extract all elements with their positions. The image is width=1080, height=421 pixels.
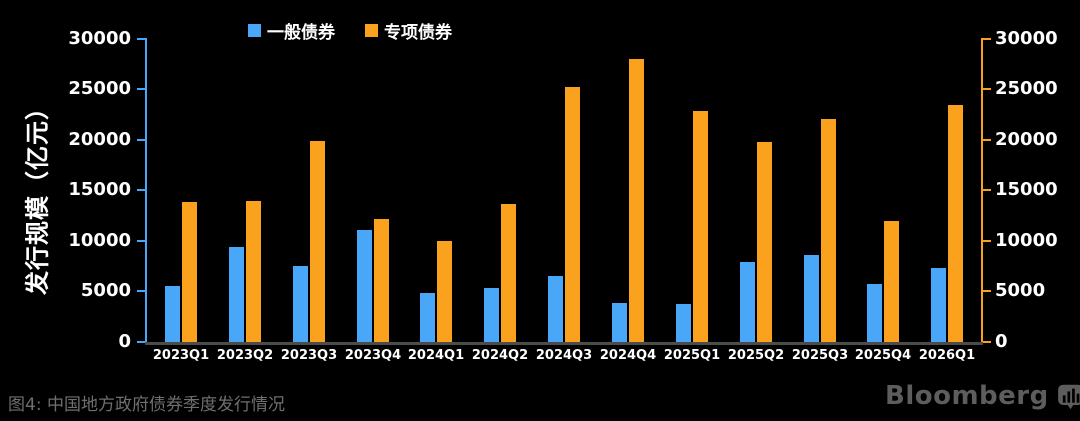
x-axis-line	[145, 342, 983, 345]
bar-一般债券-2025Q4	[867, 284, 882, 342]
left-axis-tick	[137, 240, 145, 242]
x-axis-tick-label: 2023Q4	[344, 348, 402, 363]
right-axis-tick-label: 20000	[995, 129, 1058, 150]
bar-专项债券-2024Q1	[437, 241, 452, 342]
left-axis-tick	[137, 38, 145, 40]
right-axis-tick	[983, 139, 991, 141]
x-axis-tick-label: 2023Q2	[216, 348, 274, 363]
x-axis-tick-label: 2025Q3	[791, 348, 849, 363]
x-axis-tick-label: 2025Q4	[854, 348, 912, 363]
bar-专项债券-2024Q3	[565, 87, 580, 342]
bar-一般债券-2023Q4	[357, 230, 372, 342]
bar-一般债券-2026Q1	[931, 268, 946, 342]
legend-item-general-bond: 一般债券	[248, 18, 335, 43]
x-axis-tick-label: 2024Q2	[471, 348, 529, 363]
right-axis-tick-label: 30000	[995, 28, 1058, 49]
bar-专项债券-2025Q2	[757, 142, 772, 342]
right-axis-tick	[983, 189, 991, 191]
bar-专项债券-2023Q2	[246, 201, 261, 342]
x-axis-tick-label: 2025Q1	[663, 348, 721, 363]
left-axis-line	[145, 38, 147, 343]
right-axis-tick-label: 0	[995, 331, 1008, 352]
bar-一般债券-2023Q3	[293, 266, 308, 342]
bar-一般债券-2025Q3	[804, 255, 819, 342]
bar-专项债券-2024Q4	[629, 59, 644, 342]
figure-caption: 图4: 中国地方政府债券季度发行情况	[8, 395, 285, 415]
right-axis-tick	[983, 88, 991, 90]
bloomberg-logo: Bloomberg	[885, 381, 1080, 411]
bar-一般债券-2024Q2	[484, 288, 499, 342]
left-axis-tick-label: 25000	[68, 78, 131, 99]
right-axis-tick	[983, 38, 991, 40]
left-axis-tick-label: 30000	[68, 28, 131, 49]
left-axis-tick-label: 15000	[68, 179, 131, 200]
legend-item-special-bond: 专项债券	[365, 18, 452, 43]
bar-一般债券-2025Q1	[676, 304, 691, 342]
x-axis-tick-label: 2024Q3	[535, 348, 593, 363]
legend-swatch-special-bond-icon	[365, 24, 378, 37]
bar-一般债券-2023Q2	[229, 247, 244, 342]
right-axis-tick	[983, 290, 991, 292]
left-axis-tick-label: 5000	[80, 280, 131, 301]
bar-一般债券-2023Q1	[165, 286, 180, 342]
left-axis-tick	[137, 139, 145, 141]
bar-专项债券-2023Q1	[182, 202, 197, 342]
x-axis-tick-label: 2025Q2	[727, 348, 785, 363]
right-axis-tick-label: 10000	[995, 230, 1058, 251]
bar-专项债券-2023Q4	[374, 219, 389, 342]
right-axis-tick	[983, 240, 991, 242]
right-axis-tick	[983, 341, 991, 343]
legend: 一般债券 专项债券	[248, 18, 452, 43]
y-axis-title: 发行规模（亿元）	[23, 95, 52, 295]
bar-专项债券-2024Q2	[501, 204, 516, 342]
right-axis-line	[981, 38, 983, 342]
right-axis-tick-label: 5000	[995, 280, 1046, 301]
x-axis-tick-label: 2024Q4	[599, 348, 657, 363]
x-axis-tick-label: 2024Q1	[407, 348, 465, 363]
x-axis-tick-label: 2023Q3	[280, 348, 338, 363]
bloomberg-wordmark: Bloomberg	[885, 381, 1049, 411]
left-axis-tick	[137, 341, 145, 343]
left-axis-tick	[137, 88, 145, 90]
legend-label-special-bond: 专项债券	[384, 23, 452, 43]
left-axis-tick	[137, 290, 145, 292]
left-axis-tick-label: 20000	[68, 129, 131, 150]
bar-一般债券-2024Q4	[612, 303, 627, 342]
bar-一般债券-2025Q2	[740, 262, 755, 342]
bar-一般债券-2024Q1	[420, 293, 435, 342]
legend-swatch-general-bond-icon	[248, 24, 261, 37]
x-axis-tick-label: 2023Q1	[152, 348, 210, 363]
right-axis-tick-label: 15000	[995, 179, 1058, 200]
left-axis-tick-label: 0	[118, 331, 131, 352]
bar-专项债券-2026Q1	[948, 105, 963, 342]
left-axis-tick	[137, 189, 145, 191]
bloomberg-chart-bubble-icon	[1057, 384, 1080, 409]
bar-专项债券-2023Q3	[310, 141, 325, 342]
bar-专项债券-2025Q3	[821, 119, 836, 342]
right-axis-tick-label: 25000	[995, 78, 1058, 99]
bar-一般债券-2024Q3	[548, 276, 563, 342]
bar-专项债券-2025Q1	[693, 111, 708, 342]
left-axis-tick-label: 10000	[68, 230, 131, 251]
bar-专项债券-2025Q4	[884, 221, 899, 342]
legend-label-general-bond: 一般债券	[267, 23, 335, 43]
x-axis-tick-label: 2026Q1	[918, 348, 976, 363]
